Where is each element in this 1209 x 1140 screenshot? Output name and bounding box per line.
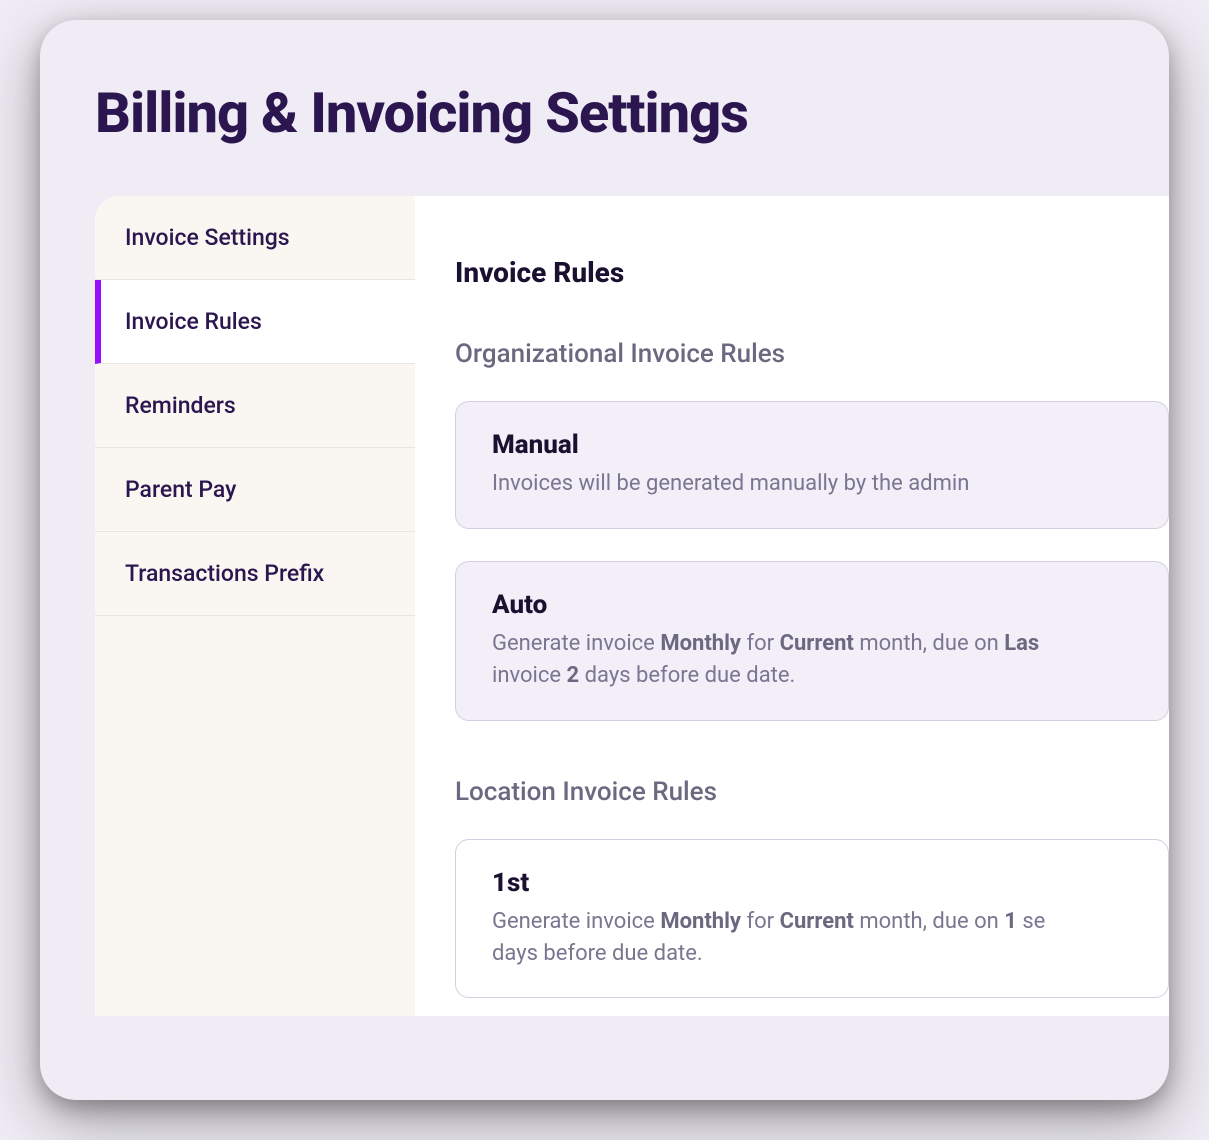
sidebar-item-parent-pay[interactable]: Parent Pay [95,448,415,532]
rule-card-location-1st[interactable]: 1st Generate invoice Monthly for Current… [455,839,1169,999]
settings-sidebar: Invoice Settings Invoice Rules Reminders… [95,196,415,1016]
rule-title: Manual [492,430,1132,460]
rule-description: Generate invoice Monthly for Current mon… [492,628,1132,692]
rule-description: Invoices will be generated manually by t… [492,468,1132,500]
org-rules-title: Organizational Invoice Rules [455,339,1169,369]
rule-title: Auto [492,590,1132,620]
page-title: Billing & Invoicing Settings [95,80,1169,146]
sidebar-item-label: Invoice Rules [125,308,262,335]
sidebar-item-label: Reminders [125,392,236,419]
sidebar-item-transactions-prefix[interactable]: Transactions Prefix [95,532,415,616]
location-section: Location Invoice Rules 1st Generate invo… [455,777,1169,999]
rule-card-manual[interactable]: Manual Invoices will be generated manual… [455,401,1169,529]
sidebar-item-label: Parent Pay [125,476,236,503]
sidebar-item-reminders[interactable]: Reminders [95,364,415,448]
sidebar-item-label: Transactions Prefix [125,560,324,587]
rule-title: 1st [492,868,1132,898]
section-title: Invoice Rules [455,256,1169,289]
sidebar-item-invoice-rules[interactable]: Invoice Rules [95,280,415,364]
settings-panel: Invoice Settings Invoice Rules Reminders… [95,196,1169,1016]
sidebar-item-invoice-settings[interactable]: Invoice Settings [95,196,415,280]
location-rules-title: Location Invoice Rules [455,777,1169,807]
rule-card-auto[interactable]: Auto Generate invoice Monthly for Curren… [455,561,1169,721]
content-area: Invoice Rules Organizational Invoice Rul… [415,196,1169,1016]
sidebar-item-label: Invoice Settings [125,224,290,251]
rule-description: Generate invoice Monthly for Current mon… [492,906,1132,970]
settings-window: Billing & Invoicing Settings Invoice Set… [40,20,1169,1100]
